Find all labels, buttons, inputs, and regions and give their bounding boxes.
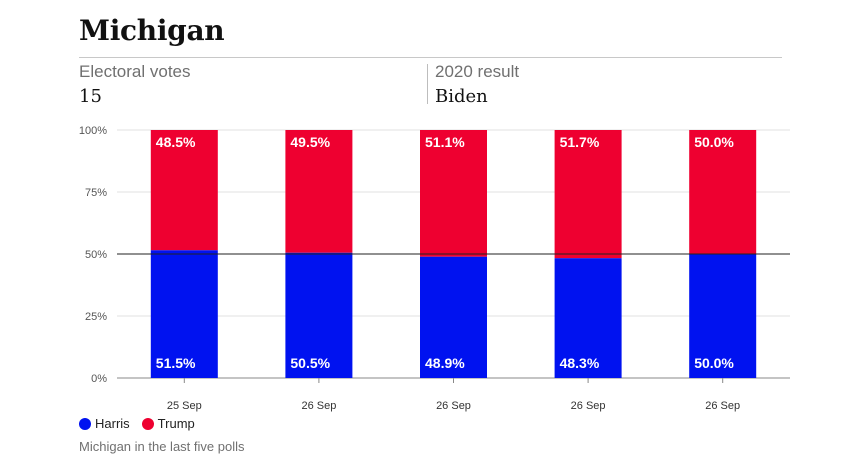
x-tick-label: 26 Sep <box>301 400 336 412</box>
page-title: Michigan <box>79 14 225 47</box>
chart-caption: Michigan in the last five polls <box>79 439 245 454</box>
y-tick-label: 25% <box>85 311 107 323</box>
data-label-trump: 50.0% <box>694 134 734 150</box>
data-label-trump: 51.7% <box>560 134 600 150</box>
legend-label-harris: Harris <box>95 416 130 431</box>
bar-harris <box>150 250 218 378</box>
legend-swatch-trump <box>141 417 154 430</box>
data-label-trump: 51.1% <box>425 134 465 150</box>
legend-item-trump: Trump <box>141 416 195 431</box>
data-label-harris: 48.9% <box>425 355 465 371</box>
data-label-harris: 50.5% <box>290 355 330 371</box>
legend-swatch-harris <box>79 417 91 430</box>
bar-harris <box>689 254 757 378</box>
y-tick-label: 50% <box>85 249 107 261</box>
x-tick-label: 25 Sep <box>167 400 202 412</box>
y-tick-label: 0% <box>91 373 107 385</box>
legend-item-harris: Harris <box>79 416 130 431</box>
x-tick-label: 26 Sep <box>571 400 606 412</box>
result-2020-label: 2020 result <box>435 62 520 81</box>
result-2020-value: Biden <box>435 86 488 107</box>
bar-harris <box>285 252 353 378</box>
legend-label-trump: Trump <box>157 416 195 431</box>
x-tick-label: 26 Sep <box>436 400 471 412</box>
x-tick-label: 26 Sep <box>705 400 740 412</box>
bar-trump <box>150 130 218 251</box>
y-tick-label: 75% <box>85 187 107 199</box>
bar-trump <box>689 130 757 254</box>
data-label-harris: 50.0% <box>694 355 734 371</box>
title-divider <box>79 57 782 58</box>
data-label-harris: 48.3% <box>560 355 600 371</box>
electoral-votes-label: Electoral votes <box>79 62 191 81</box>
y-tick-label: 100% <box>79 125 107 137</box>
bar-trump <box>554 130 622 259</box>
data-label-trump: 48.5% <box>156 134 196 150</box>
data-label-harris: 51.5% <box>156 355 196 371</box>
bar-harris <box>554 258 622 378</box>
chart-legend: Harris Trump <box>79 416 207 431</box>
data-label-trump: 49.5% <box>290 134 330 150</box>
bar-trump <box>420 130 487 257</box>
bar-harris <box>420 256 487 378</box>
electoral-votes-value: 15 <box>79 86 102 107</box>
bar-trump <box>285 130 353 253</box>
info-separator <box>427 64 428 104</box>
